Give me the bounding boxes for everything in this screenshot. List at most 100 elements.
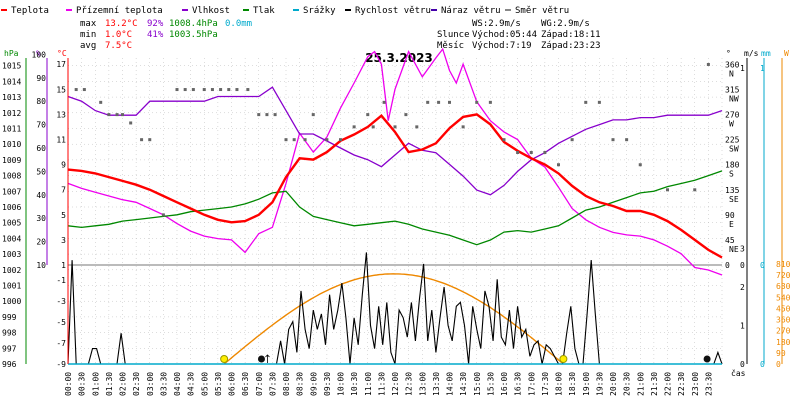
- axis-c-tick: 3: [61, 236, 66, 245]
- moonset-icon: [703, 355, 711, 363]
- direction-point: [461, 125, 465, 129]
- x-tick-label: 13:00: [418, 372, 427, 396]
- axis-hpa-tick: 1001: [2, 282, 21, 291]
- legend-label-5: Rychlost větru: [355, 6, 431, 16]
- x-tick-label: 00:00: [64, 372, 73, 396]
- info-moon-label: Měsíc: [437, 41, 464, 51]
- direction-point: [543, 150, 547, 154]
- axis-hpa-tick: 1013: [2, 93, 21, 102]
- axis-c-tick-lower: -5: [56, 318, 66, 327]
- x-tick-label: 13:30: [432, 372, 441, 396]
- axis-c-tick: 5: [61, 211, 66, 220]
- direction-point: [227, 88, 231, 92]
- series-layer: [67, 47, 723, 365]
- axes: hPa1015101410131012101110101009100810071…: [2, 49, 791, 369]
- axis-dir-name: W: [729, 120, 734, 129]
- axis-hpa-tick: 998: [2, 329, 17, 338]
- axis-c-tick: 7: [61, 186, 66, 195]
- info-sun-label: Slunce: [437, 30, 470, 40]
- axis-c-tick-lower: -3: [56, 297, 66, 306]
- direction-point: [448, 100, 451, 104]
- x-tick-label: 19:30: [595, 372, 604, 396]
- moonrise-icon: [257, 355, 265, 363]
- axis-dir-tick: 180: [725, 161, 740, 170]
- axis-dir-tick: 90: [725, 211, 735, 220]
- direction-point: [292, 138, 296, 142]
- x-tick-label: 15:00: [473, 372, 482, 396]
- axis-hpa-tick: 1014: [2, 77, 21, 86]
- axis-dir-tick: 225: [725, 136, 740, 145]
- x-tick-label: 01:30: [105, 372, 114, 396]
- axis-rain-tick-upper: 1: [760, 64, 765, 73]
- info-moonset: Západ:23:23: [541, 41, 601, 51]
- direction-point: [625, 138, 629, 142]
- x-axis-label: čas: [731, 368, 746, 378]
- axis-wind-label: m/s: [744, 49, 759, 58]
- moonrise-arrow-icon: [265, 354, 270, 363]
- direction-point: [74, 88, 78, 92]
- direction-point: [557, 163, 560, 167]
- direction-point: [693, 188, 697, 192]
- direction-point: [148, 138, 152, 142]
- axis-pct-label: %: [36, 49, 41, 58]
- direction-point: [246, 88, 250, 92]
- x-tick-label: 23:30: [704, 372, 713, 396]
- series-pres: [67, 170, 723, 246]
- x-tick-label: 10:30: [350, 372, 359, 396]
- axis-dir-tick: 45: [725, 236, 735, 245]
- direction-point: [303, 138, 307, 142]
- axis-hpa-tick: 1011: [2, 125, 21, 134]
- axis-hpa-tick: 1009: [2, 156, 21, 165]
- series-wind: [67, 252, 723, 365]
- axis-dir-name: NW: [729, 95, 739, 104]
- axis-pct-tick: 80: [36, 97, 46, 106]
- x-tick-label: 02:00: [119, 372, 128, 396]
- x-tick-label: 23:00: [691, 372, 700, 396]
- axis-hpa-tick: 999: [2, 313, 17, 322]
- series-ground: [67, 47, 723, 276]
- direction-point: [415, 125, 419, 129]
- x-tick-label: 18:00: [555, 372, 564, 396]
- axis-hpa-tick: 1000: [2, 297, 21, 306]
- axis-c-tick: 17: [56, 60, 66, 69]
- info-wg: WG:2.9m/s: [541, 19, 590, 29]
- axis-pct-tick: 10: [36, 261, 46, 270]
- info-ws: WS:2.9m/s: [472, 19, 521, 29]
- direction-point: [371, 125, 375, 129]
- info-sunrise: Východ:05:44: [472, 30, 537, 40]
- direction-point: [210, 88, 214, 92]
- stats-avg-label: avg: [80, 41, 96, 51]
- direction-point: [219, 88, 223, 92]
- axis-sun-tick: 540: [776, 293, 791, 302]
- axis-sun-tick: 360: [776, 316, 791, 325]
- x-axis-ticks: 00:00 00:30 01:00 01:30 02:00 02:30 03:00 03:30…: [64, 368, 746, 396]
- series-hum: [67, 86, 723, 196]
- direction-point: [265, 113, 269, 117]
- direction-point: [235, 88, 239, 92]
- stats-min-temp: 1.0°C: [105, 30, 132, 40]
- grid: [67, 58, 723, 365]
- x-tick-label: 12:30: [405, 372, 414, 396]
- markers: [220, 354, 711, 363]
- axis-pct-tick: 30: [36, 214, 46, 223]
- legend-label-0: Teplota: [11, 6, 49, 16]
- direction-point: [502, 138, 506, 142]
- info-moonrise: Východ:7:19: [472, 41, 532, 51]
- axis-c-tick: 1: [61, 261, 66, 270]
- direction-point: [352, 125, 356, 129]
- axis-sun-label: W: [784, 49, 789, 58]
- axis-dir-tick: 0: [725, 261, 730, 270]
- direction-point: [366, 113, 370, 117]
- direction-point: [584, 100, 588, 104]
- axis-dir-name: SE: [729, 195, 739, 204]
- axis-hpa-tick: 1008: [2, 172, 21, 181]
- direction-point: [393, 125, 397, 129]
- direction-point: [570, 138, 574, 142]
- direction-point: [284, 138, 288, 142]
- legend-label-6: Náraz větru: [441, 6, 501, 16]
- axis-hpa-tick: 1003: [2, 250, 21, 259]
- direction-point: [129, 121, 133, 125]
- axis-pct-tick: 40: [36, 191, 46, 200]
- axis-dir-tick: 135: [725, 186, 740, 195]
